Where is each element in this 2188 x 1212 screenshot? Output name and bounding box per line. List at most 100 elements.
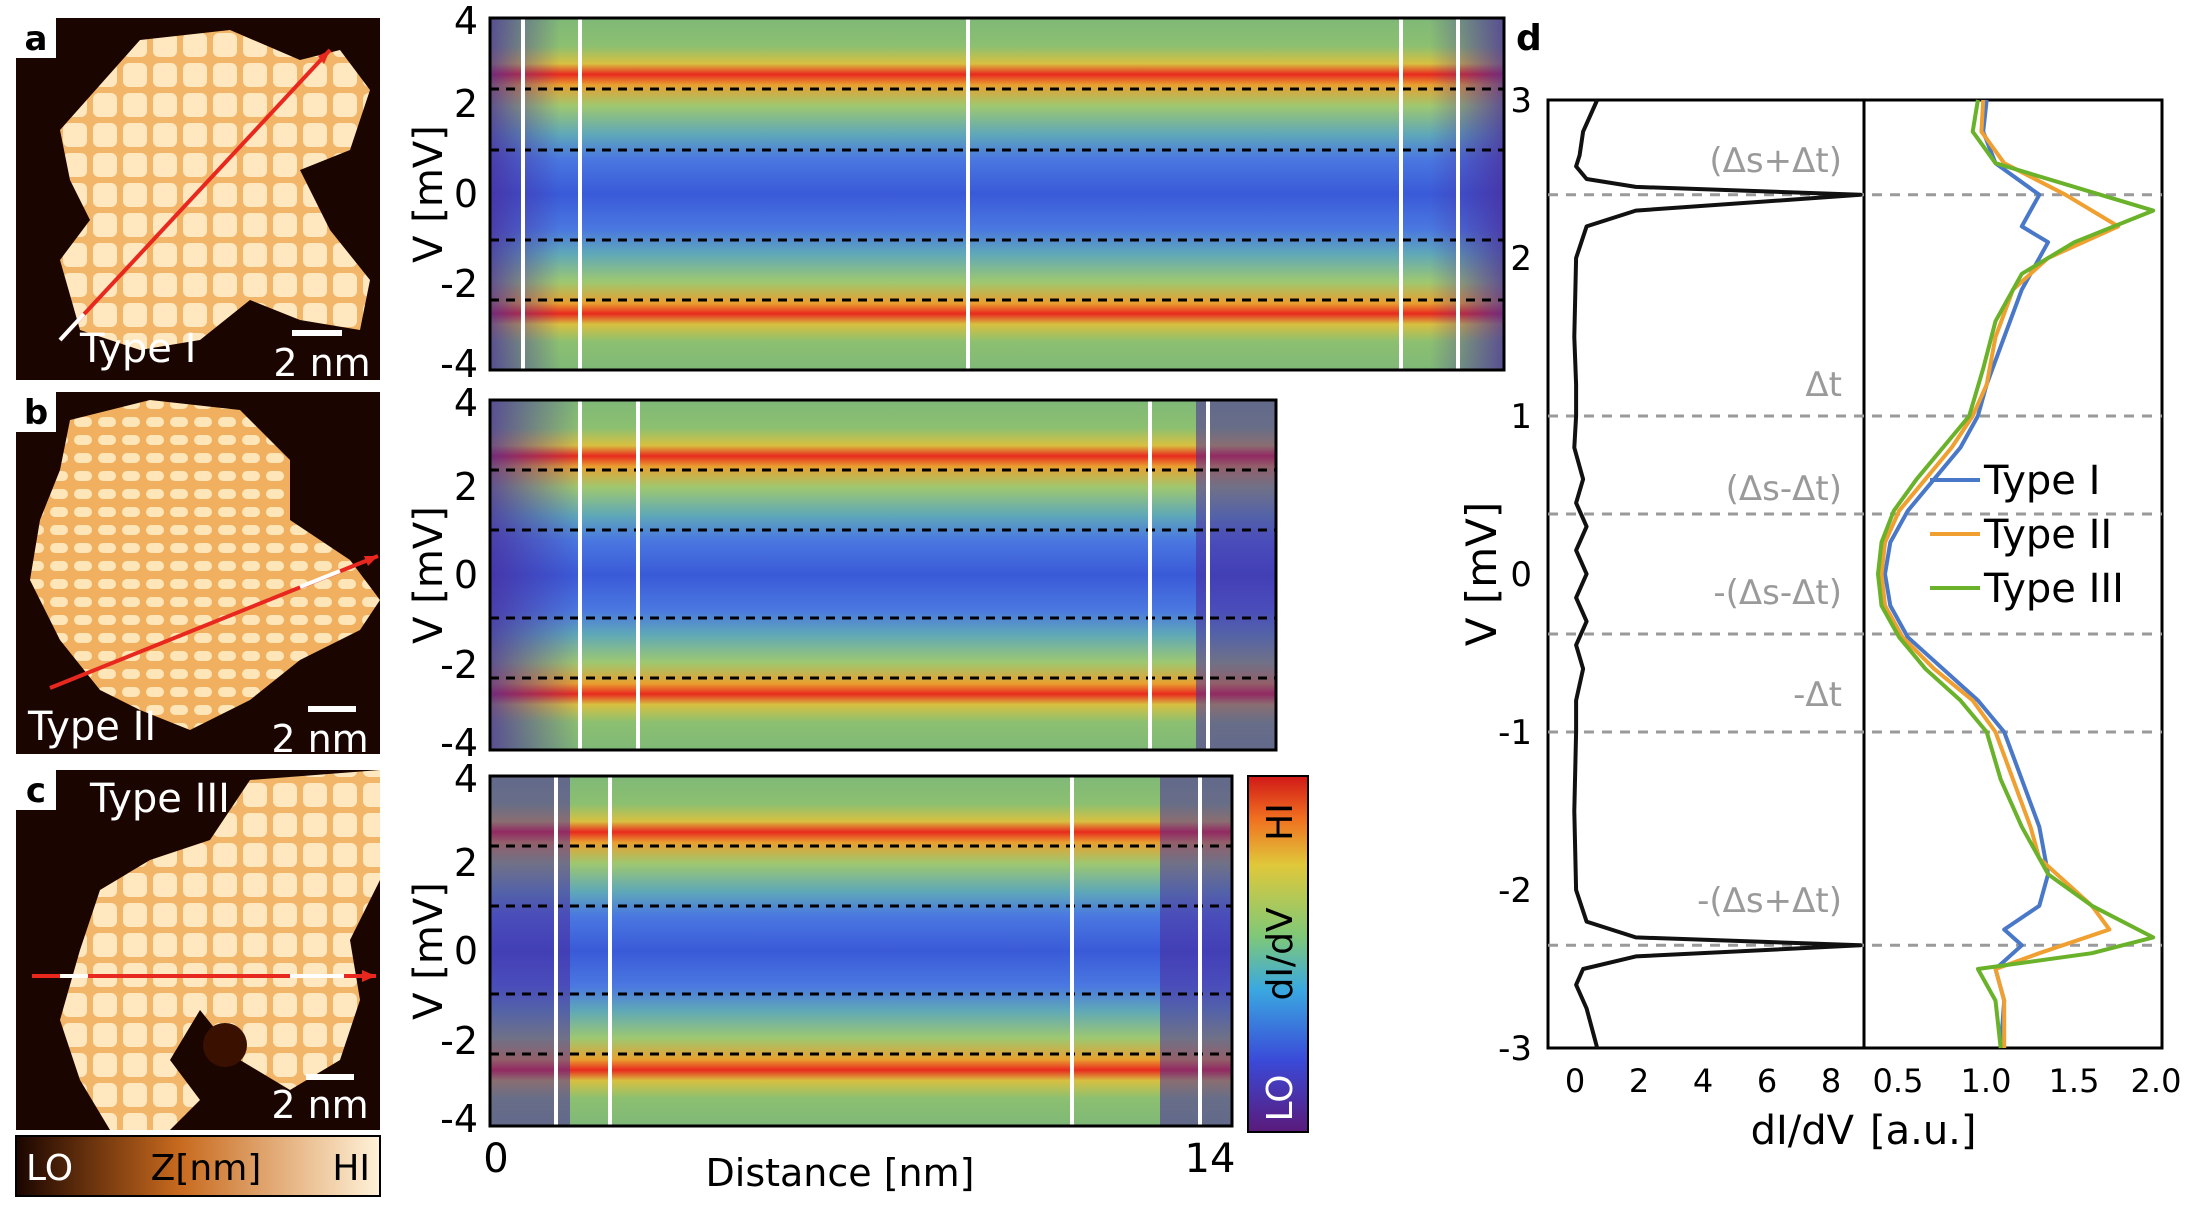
panel-d-annotation: -(Δs+Δt) [1697, 881, 1842, 921]
map-colorbar-hi: HI [1260, 803, 1301, 841]
panel-c-vacancy [203, 1023, 247, 1067]
map-a-ytick: 0 [454, 172, 478, 216]
map-colorbar-lo: LO [1260, 1074, 1301, 1121]
panel-d-ytick: 1 [1510, 397, 1532, 437]
panel-c-type-label: Type III [89, 776, 230, 822]
panel-d-xlabel-right: [a.u.] [1870, 1108, 1977, 1154]
panel-a-molecular-island [60, 30, 370, 350]
map-a: 4 2 0 -2 -4 V [mV] [406, 0, 1506, 386]
map-c-ylabel: V [mV] [406, 882, 452, 1020]
map-c-ytick: -2 [440, 1019, 478, 1063]
panel-b-arrowhead [364, 556, 378, 566]
panel-d-xlabel-left: dI/dV [1751, 1108, 1855, 1154]
map-b: 4 2 0 -2 -4 V [mV] [406, 381, 1278, 765]
panel-d-annotation: -(Δs-Δt) [1713, 573, 1842, 613]
panel-a-letter-box [16, 18, 56, 58]
panel-b-letter: b [24, 393, 48, 433]
map-c-ytick: 4 [454, 757, 478, 801]
map-a-frame [488, 16, 1506, 372]
map-c-xtick: 0 [483, 1136, 508, 1182]
panel-d-right-xtick: 2.0 [2131, 1062, 2182, 1100]
panel-d-left-xtick: 4 [1693, 1062, 1713, 1100]
map-colorbar-label: dI/dV [1260, 907, 1301, 1000]
map-b-ytick: 0 [454, 553, 478, 597]
panel-b-letter-box [16, 392, 56, 432]
panel-b-linecut-white [299, 569, 341, 589]
panel-d-curve-type-iii [1876, 99, 2156, 1049]
panel-d: d 3 2 1 0 -1 -2 -3 V [mV] 0 2 4 6 8 0.5 … [1457, 18, 2181, 1154]
panel-d-curve-type-ii [1879, 99, 2121, 1048]
panel-a-scale-label: 2 nm [273, 341, 370, 385]
panel-b-scalebar [308, 706, 356, 712]
topo-colorbar-gradient [15, 1135, 381, 1197]
map-c-ytick: 2 [454, 841, 478, 885]
panel-d-annotation: Δt [1805, 365, 1842, 405]
map-c-xlabel: Distance [nm] [706, 1151, 975, 1195]
panel-d-curve-type-i [1883, 99, 2051, 1049]
panel-d-left-xtick: 8 [1821, 1062, 1841, 1100]
map-c-edge-right [1160, 776, 1232, 1126]
map-colorbar: HI dI/dV LO [1247, 775, 1309, 1133]
map-c: 4 2 0 -2 -4 V [mV] 0 14 Distance [nm] [406, 757, 1235, 1195]
map-a-ylabel: V [mV] [406, 125, 452, 263]
panel-d-right-xtick: 1.0 [1961, 1062, 2012, 1100]
panel-b-molecular-island [30, 400, 380, 730]
panel-d-annotation: (Δs+Δt) [1709, 141, 1842, 181]
map-colorbar-gradient [1247, 775, 1309, 1133]
panel-a-arrowhead [318, 50, 330, 64]
panel-a-linecut [58, 48, 332, 342]
topo-colorbar-lo: LO [26, 1148, 73, 1189]
map-b-ytick: -2 [440, 643, 478, 687]
map-b-edge-left [490, 400, 580, 750]
map-a-ytick: -4 [440, 342, 478, 386]
panel-d-left-xtick: 0 [1565, 1062, 1585, 1100]
panel-d-letter: d [1516, 18, 1542, 59]
panel-a-letter: a [25, 19, 48, 59]
legend-type3-label: Type III [1983, 566, 2124, 612]
topo-colorbar-hi: HI [332, 1148, 370, 1189]
topo-colorbar: LO Z[nm] HI [15, 1135, 381, 1197]
panel-c-topography: c Type III 2 nm [16, 770, 380, 1130]
map-b-ylabel: V [mV] [406, 506, 452, 644]
map-a-ytick: -2 [440, 262, 478, 306]
map-c-xtick: 14 [1185, 1136, 1236, 1182]
panel-d-ylabel: V [mV] [1457, 502, 1506, 647]
panel-c-scale-label: 2 nm [271, 1083, 368, 1127]
panel-d-ytick: 0 [1510, 555, 1532, 595]
panel-d-annotation: -Δt [1793, 675, 1842, 715]
map-a-image [490, 18, 1504, 370]
map-b-ytick: 4 [454, 381, 478, 425]
panel-d-ytick: -2 [1498, 871, 1532, 911]
panel-b-topography: b Type II 2 nm [16, 392, 380, 761]
panel-a-linecut-white [58, 312, 86, 342]
map-c-image [490, 776, 1232, 1126]
panel-d-right-frame [1862, 98, 2164, 1050]
panel-d-left-frame [1546, 98, 1866, 1050]
panel-d-left-xtick: 6 [1757, 1062, 1777, 1100]
legend-type1-label: Type I [1983, 458, 2100, 504]
map-c-ytick: -4 [440, 1097, 478, 1141]
map-c-ytick: 0 [454, 929, 478, 973]
panel-c-letter: c [26, 771, 46, 811]
map-b-image [490, 400, 1276, 750]
panel-d-right-xtick: 1.5 [2049, 1062, 2100, 1100]
panel-d-left-xtick: 2 [1629, 1062, 1649, 1100]
map-a-edge-right [1430, 18, 1504, 370]
topo-colorbar-label: Z[nm] [151, 1148, 262, 1189]
panel-a-topography: a Type I 2 nm [16, 18, 380, 385]
panel-d-ytick: 3 [1510, 81, 1532, 121]
panel-d-legend: Type I Type II Type III [1930, 458, 2124, 612]
panel-c-scalebar [306, 1074, 354, 1080]
panel-d-reference-curve [1572, 99, 1863, 1049]
map-b-ytick: 2 [454, 465, 478, 509]
legend-type2-label: Type II [1983, 512, 2112, 558]
map-b-ytick: -4 [440, 721, 478, 765]
map-c-frame [488, 774, 1234, 1128]
map-a-ytick: 4 [454, 0, 478, 43]
panel-b-scale-label: 2 nm [271, 717, 368, 761]
panel-d-ytick: 2 [1510, 239, 1532, 279]
map-a-ytick: 2 [454, 82, 478, 126]
panel-b-type-label: Type II [27, 704, 156, 750]
panel-c-molecular-island [60, 770, 380, 1130]
